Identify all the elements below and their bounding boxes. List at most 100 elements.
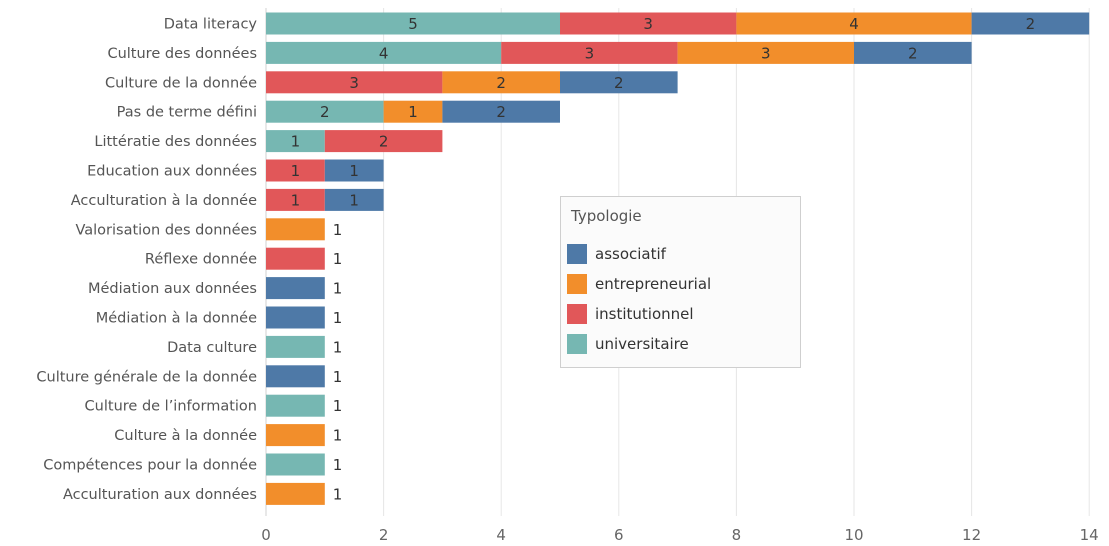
legend-label-associatif: associatif <box>595 245 666 263</box>
category-label: Culture à la donnée <box>114 428 257 444</box>
bar-segment-institutionnel <box>501 41 678 64</box>
x-axis-ticks: 0 2 4 6 8 10 12 14 <box>261 526 1099 544</box>
bar-segment-institutionnel <box>266 188 325 211</box>
bar-value-label: 5 <box>408 15 418 33</box>
category-label: Valorisation des données <box>75 222 257 238</box>
bar-total-label: 1 <box>333 221 343 239</box>
category-label: Compétences pour la donnée <box>43 458 257 474</box>
bar-total-label: 1 <box>333 338 343 356</box>
bar-segment-universitaire <box>266 335 325 358</box>
bar-value-label: 3 <box>585 44 595 62</box>
x-tick-label: 12 <box>962 526 981 544</box>
bar-segment-associatif <box>560 71 678 94</box>
bar-value-label: 2 <box>908 44 918 62</box>
bar-segment-institutionnel <box>266 159 325 182</box>
bar-segment-institutionnel <box>560 12 737 35</box>
bar-segment-associatif <box>854 41 972 64</box>
bar-segment-entrepreneurial <box>266 424 325 447</box>
bar-segment-associatif <box>442 100 560 123</box>
x-tick-label: 6 <box>614 526 624 544</box>
bar-value-label: 3 <box>761 44 771 62</box>
bar-segment-associatif <box>324 188 384 211</box>
category-label: Médiation à la donnée <box>96 311 257 327</box>
bar-segment-universitaire <box>266 100 384 123</box>
bar-total-label: 1 <box>333 309 343 327</box>
category-label: Data culture <box>167 340 257 356</box>
x-tick-label: 8 <box>732 526 742 544</box>
bar-segment-universitaire <box>266 41 502 64</box>
bar-value-label: 2 <box>379 133 389 151</box>
category-label: Culture générale de la donnée <box>36 369 257 385</box>
category-label: Education aux données <box>87 164 257 180</box>
bar-segment-associatif <box>324 159 384 182</box>
legend-label-institutionnel: institutionnel <box>595 305 694 323</box>
legend-item-associatif: associatif <box>567 244 666 264</box>
legend-item-institutionnel: institutionnel <box>567 304 694 324</box>
legend-title: Typologie <box>571 207 642 225</box>
bar-value-label: 4 <box>849 15 859 33</box>
bar-segment-universitaire <box>266 394 325 417</box>
bar-segment-entrepreneurial <box>266 218 325 241</box>
legend-item-universitaire: universitaire <box>567 334 689 354</box>
bar-segment-associatif <box>266 365 325 388</box>
legend-item-entrepreneurial: entrepreneurial <box>567 274 711 294</box>
bar-value-label: 1 <box>408 103 418 121</box>
legend-swatch-institutionnel <box>567 304 587 324</box>
bar-segment-universitaire <box>266 12 560 35</box>
bar-value-label: 1 <box>291 162 301 180</box>
bar-segment-institutionnel <box>266 71 443 94</box>
bar-value-label: 2 <box>496 103 506 121</box>
bar-total-label: 1 <box>333 427 343 445</box>
legend-label-universitaire: universitaire <box>595 335 689 353</box>
bar-segment-universitaire <box>266 453 325 476</box>
bar-segment-associatif <box>971 12 1090 35</box>
x-tick-label: 2 <box>379 526 389 544</box>
category-label: Data literacy <box>164 17 258 33</box>
category-label: Acculturation aux données <box>63 487 257 503</box>
bar-value-label: 1 <box>349 162 359 180</box>
bar-segment-associatif <box>266 306 325 329</box>
legend-swatch-associatif <box>567 244 587 264</box>
bar-value-label: 1 <box>291 191 301 209</box>
bar-total-label: 1 <box>333 397 343 415</box>
bar-value-label: 3 <box>643 15 653 33</box>
category-label: Acculturation à la donnée <box>71 193 257 209</box>
bar-segment-entrepreneurial <box>383 100 443 123</box>
category-label: Médiation aux données <box>88 281 257 297</box>
bar-value-label: 3 <box>349 74 359 92</box>
x-tick-label: 10 <box>844 526 863 544</box>
x-tick-label: 14 <box>1080 526 1099 544</box>
category-label: Littératie des données <box>94 134 257 150</box>
bar-value-label: 1 <box>349 191 359 209</box>
y-axis-labels: Data literacy Culture des données Culture … <box>36 17 257 503</box>
bar-total-label: 1 <box>333 280 343 298</box>
bar-value-label: 2 <box>614 74 624 92</box>
legend: Typologie associatif entrepreneurial ins… <box>560 196 801 368</box>
legend-swatch-entrepreneurial <box>567 274 587 294</box>
category-label: Pas de terme défini <box>117 105 257 121</box>
bar-value-label: 2 <box>496 74 506 92</box>
legend-label-entrepreneurial: entrepreneurial <box>595 275 712 293</box>
category-label: Culture des données <box>107 46 257 62</box>
bar-segment-entrepreneurial <box>677 41 854 64</box>
category-label: Culture de l’information <box>85 399 257 415</box>
bar-value-label: 1 <box>291 133 301 151</box>
bar-segment-institutionnel <box>266 247 325 270</box>
bar-total-label: 1 <box>333 250 343 268</box>
bar-total-label: 1 <box>333 456 343 474</box>
bar-segment-entrepreneurial <box>736 12 972 35</box>
bar-segment-institutionnel <box>324 130 443 153</box>
x-tick-label: 0 <box>261 526 271 544</box>
category-label: Culture de la donnée <box>105 75 257 91</box>
bar-value-label: 2 <box>1026 15 1036 33</box>
bar-total-label: 1 <box>333 368 343 386</box>
bar-segment-universitaire <box>266 130 325 153</box>
bar-segment-entrepreneurial <box>442 71 560 94</box>
bar-total-label: 1 <box>333 485 343 503</box>
bar-value-label: 2 <box>320 103 330 121</box>
x-tick-label: 4 <box>496 526 506 544</box>
bar-value-label: 4 <box>379 44 389 62</box>
category-label: Réflexe donnée <box>145 252 257 268</box>
